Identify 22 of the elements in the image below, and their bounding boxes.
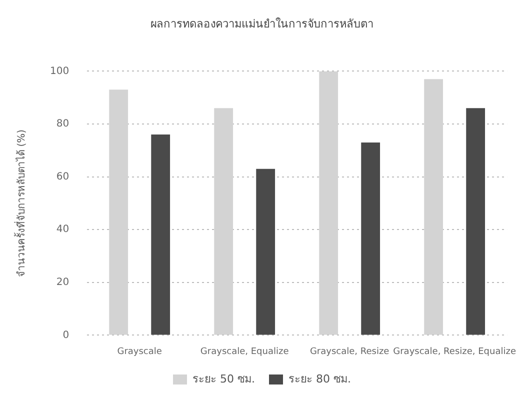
legend-label: ระยะ 80 ซม. <box>288 372 351 386</box>
y-tick-label: 0 <box>62 330 70 341</box>
bar <box>109 90 128 335</box>
bar <box>256 168 276 335</box>
x-tick-label: Grayscale <box>117 346 162 357</box>
chart-title: ผลการทดลองความแม่นยำในการจับการหลับตา <box>150 17 374 30</box>
bar <box>424 79 444 335</box>
x-tick-label: Grayscale, Resize, Equalize <box>393 346 516 357</box>
x-tick-label: Grayscale, Resize <box>310 346 390 357</box>
bar <box>319 71 338 335</box>
x-tick-label: Grayscale, Equalize <box>200 346 290 357</box>
y-tick-label: 40 <box>56 224 70 236</box>
y-tick-label: 60 <box>56 171 70 182</box>
bar <box>214 108 234 335</box>
bar <box>151 134 170 335</box>
legend-label: ระยะ 50 ซม. <box>192 372 256 386</box>
bar <box>361 142 380 335</box>
y-tick-label: 80 <box>56 118 70 130</box>
y-axis-title: จำนวนครั้งที่จับการหลับตาได้ (%) <box>14 129 28 277</box>
y-tick-label: 100 <box>50 66 70 77</box>
bar <box>466 108 486 335</box>
y-tick-label: 20 <box>56 276 70 288</box>
